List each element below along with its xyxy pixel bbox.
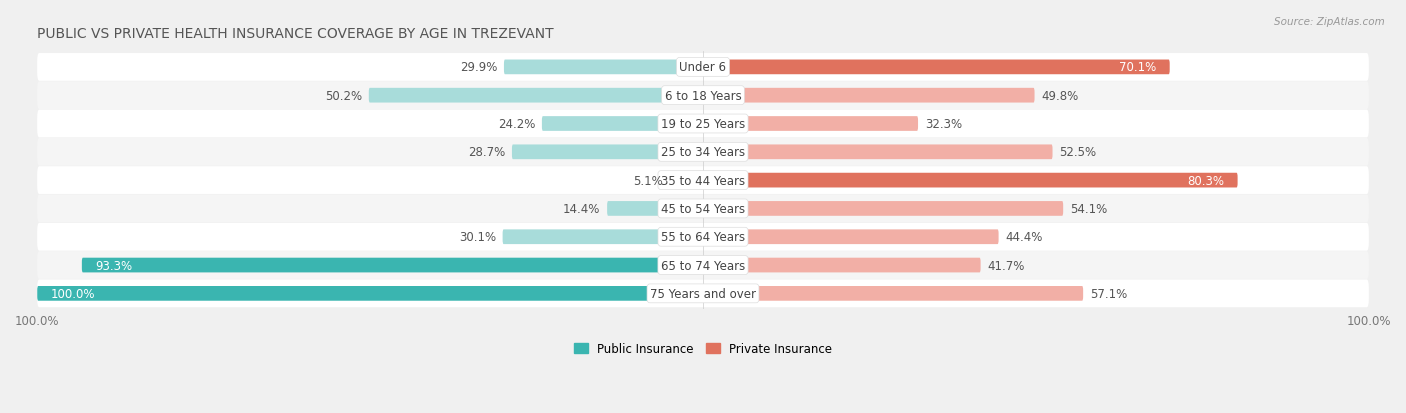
Legend: Public Insurance, Private Insurance: Public Insurance, Private Insurance	[569, 337, 837, 360]
FancyBboxPatch shape	[607, 202, 703, 216]
FancyBboxPatch shape	[37, 167, 1369, 195]
FancyBboxPatch shape	[37, 280, 1369, 308]
Text: 14.4%: 14.4%	[562, 202, 600, 216]
FancyBboxPatch shape	[37, 195, 1369, 223]
Text: 24.2%: 24.2%	[498, 118, 536, 131]
FancyBboxPatch shape	[502, 230, 703, 244]
Text: Under 6: Under 6	[679, 61, 727, 74]
Text: 5.1%: 5.1%	[633, 174, 662, 187]
Text: 41.7%: 41.7%	[987, 259, 1025, 272]
FancyBboxPatch shape	[669, 173, 703, 188]
FancyBboxPatch shape	[503, 60, 703, 75]
Text: 45 to 54 Years: 45 to 54 Years	[661, 202, 745, 216]
Text: 93.3%: 93.3%	[96, 259, 132, 272]
FancyBboxPatch shape	[703, 117, 918, 132]
Text: 28.7%: 28.7%	[468, 146, 505, 159]
FancyBboxPatch shape	[82, 258, 703, 273]
Text: 25 to 34 Years: 25 to 34 Years	[661, 146, 745, 159]
Text: 75 Years and over: 75 Years and over	[650, 287, 756, 300]
Text: 52.5%: 52.5%	[1059, 146, 1097, 159]
FancyBboxPatch shape	[37, 286, 703, 301]
Text: 44.4%: 44.4%	[1005, 231, 1043, 244]
Text: 49.8%: 49.8%	[1042, 90, 1078, 102]
Text: 50.2%: 50.2%	[325, 90, 363, 102]
Text: 29.9%: 29.9%	[460, 61, 498, 74]
FancyBboxPatch shape	[703, 60, 1170, 75]
Text: 65 to 74 Years: 65 to 74 Years	[661, 259, 745, 272]
FancyBboxPatch shape	[703, 145, 1053, 160]
FancyBboxPatch shape	[541, 117, 703, 132]
FancyBboxPatch shape	[37, 54, 1369, 81]
Text: 32.3%: 32.3%	[925, 118, 962, 131]
FancyBboxPatch shape	[703, 202, 1063, 216]
Text: 35 to 44 Years: 35 to 44 Years	[661, 174, 745, 187]
FancyBboxPatch shape	[37, 139, 1369, 166]
FancyBboxPatch shape	[512, 145, 703, 160]
Text: 6 to 18 Years: 6 to 18 Years	[665, 90, 741, 102]
FancyBboxPatch shape	[703, 173, 1237, 188]
FancyBboxPatch shape	[37, 82, 1369, 110]
Text: Source: ZipAtlas.com: Source: ZipAtlas.com	[1274, 17, 1385, 26]
FancyBboxPatch shape	[37, 252, 1369, 279]
FancyBboxPatch shape	[37, 223, 1369, 251]
FancyBboxPatch shape	[368, 89, 703, 103]
FancyBboxPatch shape	[37, 110, 1369, 138]
FancyBboxPatch shape	[703, 230, 998, 244]
Text: 100.0%: 100.0%	[51, 287, 96, 300]
Text: 57.1%: 57.1%	[1090, 287, 1128, 300]
Text: 55 to 64 Years: 55 to 64 Years	[661, 231, 745, 244]
Text: 19 to 25 Years: 19 to 25 Years	[661, 118, 745, 131]
Text: PUBLIC VS PRIVATE HEALTH INSURANCE COVERAGE BY AGE IN TREZEVANT: PUBLIC VS PRIVATE HEALTH INSURANCE COVER…	[37, 27, 554, 41]
FancyBboxPatch shape	[703, 89, 1035, 103]
FancyBboxPatch shape	[703, 286, 1083, 301]
Text: 80.3%: 80.3%	[1187, 174, 1225, 187]
FancyBboxPatch shape	[703, 258, 980, 273]
Text: 70.1%: 70.1%	[1119, 61, 1156, 74]
Text: 54.1%: 54.1%	[1070, 202, 1107, 216]
Text: 30.1%: 30.1%	[458, 231, 496, 244]
